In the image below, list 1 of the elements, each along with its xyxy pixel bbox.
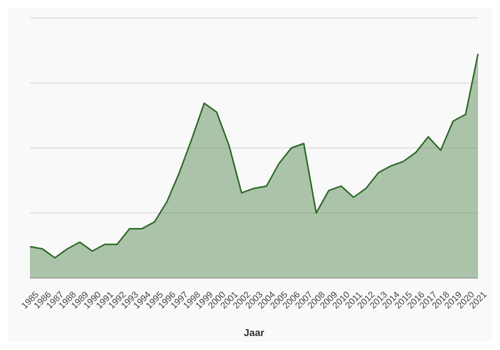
x-axis-title: Jaar	[244, 328, 264, 339]
